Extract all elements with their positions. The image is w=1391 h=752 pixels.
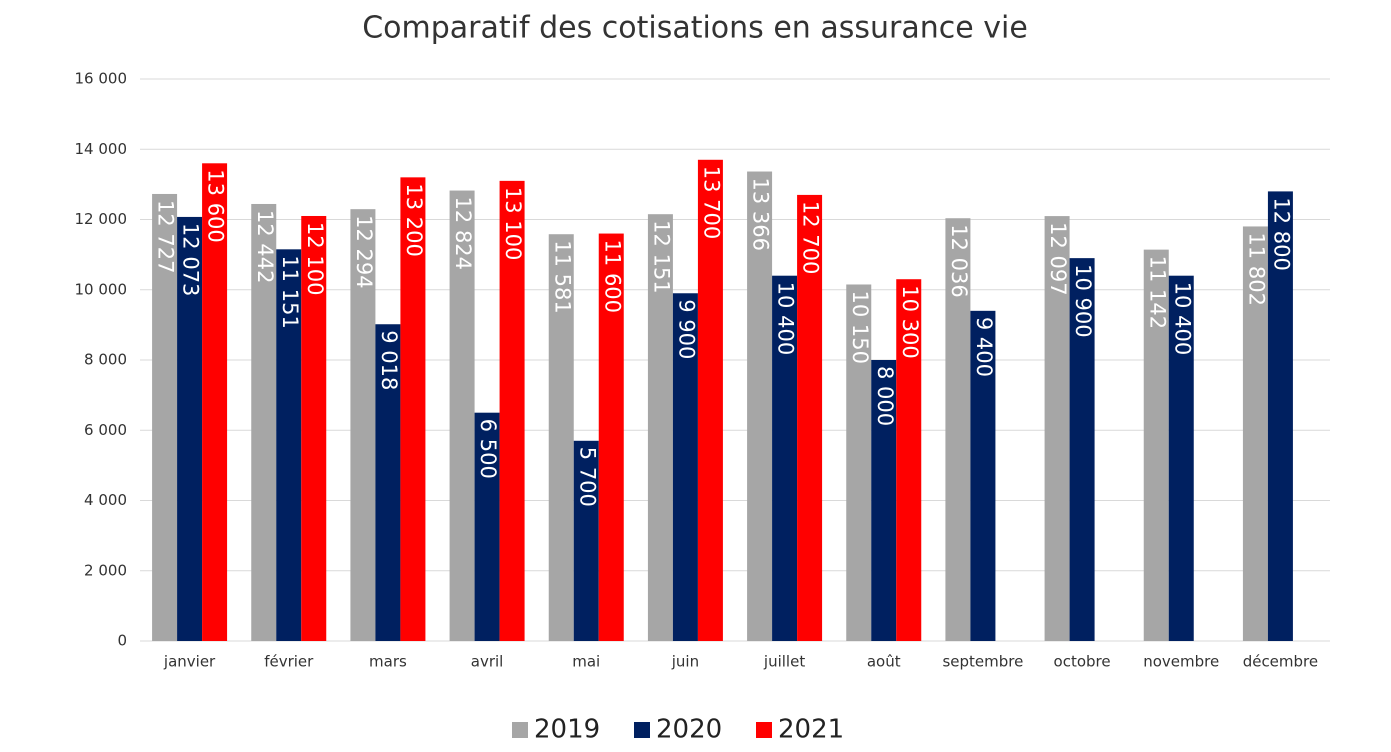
bar [499,180,525,642]
bar [1143,249,1169,641]
value-label: 12 097 [1046,222,1070,295]
x-tick-label: avril [471,653,504,671]
legend-swatch [512,722,528,738]
bar [1168,275,1194,641]
bar [846,284,872,641]
y-tick-label: 2 000 [84,561,127,579]
bar [301,215,327,642]
value-label: 13 100 [501,187,525,260]
bar [896,279,922,641]
legend-label: 2019 [534,715,600,745]
bar [474,412,500,641]
value-label: 12 294 [352,215,376,288]
value-label: 11 581 [550,240,574,313]
y-tick-label: 14 000 [75,140,128,158]
bar [350,209,376,641]
value-label: 9 900 [674,299,698,359]
x-tick-label: octobre [1054,653,1111,671]
x-tick-label: février [264,653,314,671]
y-tick-label: 0 [117,632,127,650]
x-tick-label: août [867,653,901,671]
x-tick-label: décembre [1243,653,1318,671]
bar [747,171,773,641]
value-label: 12 151 [649,220,673,293]
bar [1044,216,1070,641]
legend-swatch [756,722,772,738]
value-label: 12 036 [947,224,971,297]
x-tick-label: mai [572,653,600,671]
value-label: 6 500 [476,419,500,479]
bar [548,234,574,641]
bar [152,193,178,642]
bar [449,190,475,641]
value-label: 12 824 [451,197,475,270]
value-label: 10 400 [1170,282,1194,355]
value-label: 13 366 [749,178,773,251]
bar [177,216,203,641]
value-label: 12 442 [253,210,277,283]
y-tick-label: 10 000 [75,280,128,298]
x-tick-label: juin [671,653,699,671]
y-tick-label: 12 000 [75,210,128,228]
bar [797,194,823,641]
x-tick-label: septembre [942,653,1023,671]
value-label: 13 700 [699,166,723,239]
x-tick-label: janvier [163,653,216,671]
value-label: 8 000 [873,366,897,426]
bar [945,218,971,641]
value-label: 13 200 [402,183,426,256]
y-tick-label: 8 000 [84,351,127,369]
value-label: 5 700 [575,447,599,507]
value-label: 11 802 [1244,232,1268,305]
bar [697,159,723,641]
y-tick-label: 4 000 [84,491,127,509]
bar [647,214,673,642]
y-tick-label: 16 000 [75,70,128,88]
value-label: 12 073 [179,223,203,296]
bar [202,163,228,642]
value-label: 12 100 [303,222,327,295]
bar [672,293,698,641]
value-label: 12 727 [154,200,178,273]
value-label: 10 150 [848,290,872,363]
value-label: 9 018 [377,330,401,390]
bar [598,233,624,642]
y-tick-label: 6 000 [84,421,127,439]
bar [1267,191,1293,641]
value-label: 12 800 [1269,197,1293,270]
value-label: 10 400 [774,282,798,355]
bar [970,310,996,641]
value-label: 11 151 [278,255,302,328]
legend-label: 2021 [778,715,844,745]
legend-label: 2020 [656,715,722,745]
value-label: 12 700 [799,201,823,274]
bar [400,177,426,641]
bar [276,249,302,642]
bar [251,203,277,642]
value-label: 10 900 [1071,264,1095,337]
value-label: 11 600 [600,240,624,313]
value-label: 11 142 [1145,256,1169,329]
bar [375,324,401,641]
legend-swatch [634,722,650,738]
chart-title: Comparatif des cotisations en assurance … [362,11,1028,46]
bar [1242,226,1268,641]
x-tick-label: juillet [763,653,805,671]
bar [772,275,798,641]
x-tick-label: mars [369,653,407,671]
bar [573,440,599,641]
value-label: 13 600 [204,169,228,242]
value-label: 9 400 [972,317,996,377]
bar [1069,258,1095,641]
bar [871,360,897,641]
x-tick-label: novembre [1143,653,1219,671]
value-label: 10 300 [898,285,922,358]
